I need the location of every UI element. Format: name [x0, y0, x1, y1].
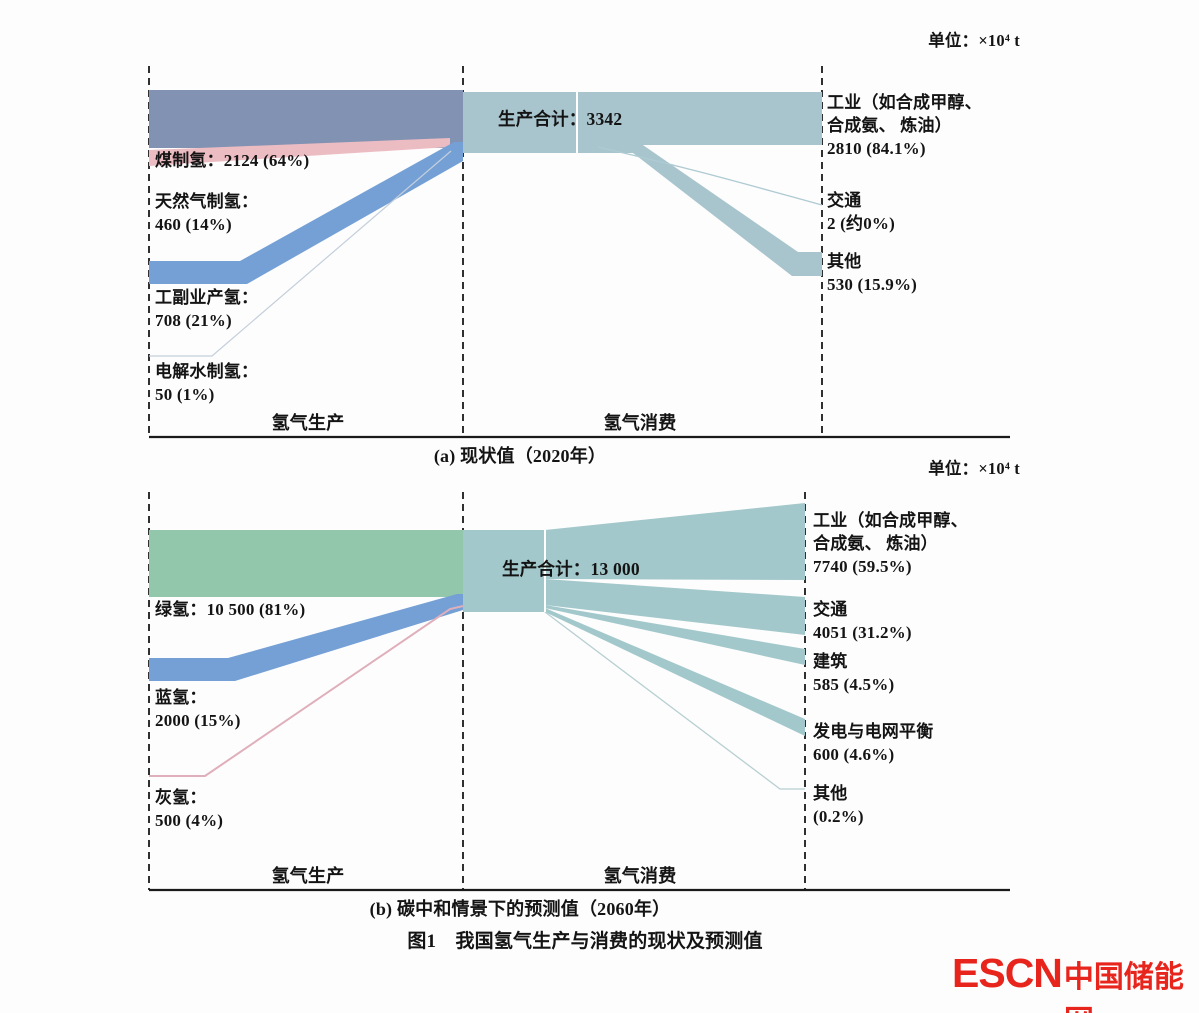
flow-natural-gas-band — [149, 138, 450, 166]
label-building-b: 建筑 585 (4.5%) — [813, 652, 895, 694]
label-industry-b: 工业（如合成甲醇、 合成氨、 炼油） 7740 (59.5%) — [813, 511, 968, 576]
label-gray-hydrogen: 灰氢： 500 (4%) — [155, 788, 224, 830]
flow-building-b — [545, 605, 805, 665]
stage-consumption-a: 氢气消费 — [603, 413, 677, 433]
label-natural-gas: 天然气制氢： 460 (14%) — [155, 192, 259, 234]
watermark-escn-logo: ESCN — [952, 950, 1063, 996]
flow-green-hydrogen-band — [149, 530, 463, 597]
sankey-a — [148, 66, 1010, 439]
stage-production-a: 氢气生产 — [271, 413, 345, 433]
flow-power-b — [545, 608, 805, 736]
label-other-a: 其他 530 (15.9%) — [827, 252, 918, 294]
unit-label-a: 单位：×10⁴ t — [928, 31, 1020, 50]
label-power-grid-b: 发电与电网平衡 600 (4.6%) — [813, 722, 934, 764]
label-coal: 煤制氢：2124 (64%) — [155, 151, 310, 170]
flow-other-a — [577, 143, 822, 276]
label-industry-a: 工业（如合成甲醇、 合成氨、 炼油） 2810 (84.1%) — [827, 93, 982, 158]
stage-consumption-b: 氢气消费 — [603, 866, 677, 886]
flow-transport-b — [545, 579, 805, 635]
flow-gray-hydrogen-line — [149, 605, 464, 777]
flow-electrolysis-line — [149, 150, 452, 357]
caption-b: (b) 碳中和情景下的预测值（2060年） — [369, 899, 671, 919]
label-green-hydrogen: 绿氢：10 500 (81%) — [155, 600, 306, 619]
flow-transport-line-a — [597, 146, 823, 206]
flow-byproduct-band — [149, 142, 463, 284]
figure-title: 图1 我国氢气生产与消费的现状及预测值 — [407, 931, 763, 952]
caption-a: (a) 现状值（2020年） — [433, 446, 607, 466]
flow-blue-hydrogen-band — [149, 594, 463, 681]
watermark-site-name: 中国储能网 — [1063, 961, 1184, 1013]
node-production-total-a — [463, 92, 577, 153]
label-electrolysis: 电解水制氢： 50 (1%) — [155, 362, 259, 404]
label-total-b: 生产合计：13 000 — [502, 559, 640, 579]
node-production-total-b — [463, 530, 545, 612]
sankey-b — [148, 492, 1010, 892]
flow-coal-band — [149, 90, 463, 148]
label-blue-hydrogen: 蓝氢： 2000 (15%) — [155, 688, 241, 730]
watermark: ESCN 中国储能网 — [952, 950, 1199, 1013]
unit-label-b: 单位：×10⁴ t — [928, 459, 1020, 478]
flow-industry-a — [577, 92, 822, 145]
label-transport-a: 交通 2 (约0%) — [827, 191, 895, 233]
label-transport-b: 交通 4051 (31.2%) — [813, 600, 912, 642]
stage-production-b: 氢气生产 — [271, 866, 345, 886]
label-other-b: 其他 (0.2%) — [813, 784, 864, 826]
label-total-a: 生产合计：3342 — [498, 109, 623, 129]
flow-other-line-b — [544, 611, 805, 790]
label-industrial-byproduct: 工副业产氢： 708 (21%) — [155, 288, 259, 330]
flow-industry-b — [545, 503, 805, 580]
